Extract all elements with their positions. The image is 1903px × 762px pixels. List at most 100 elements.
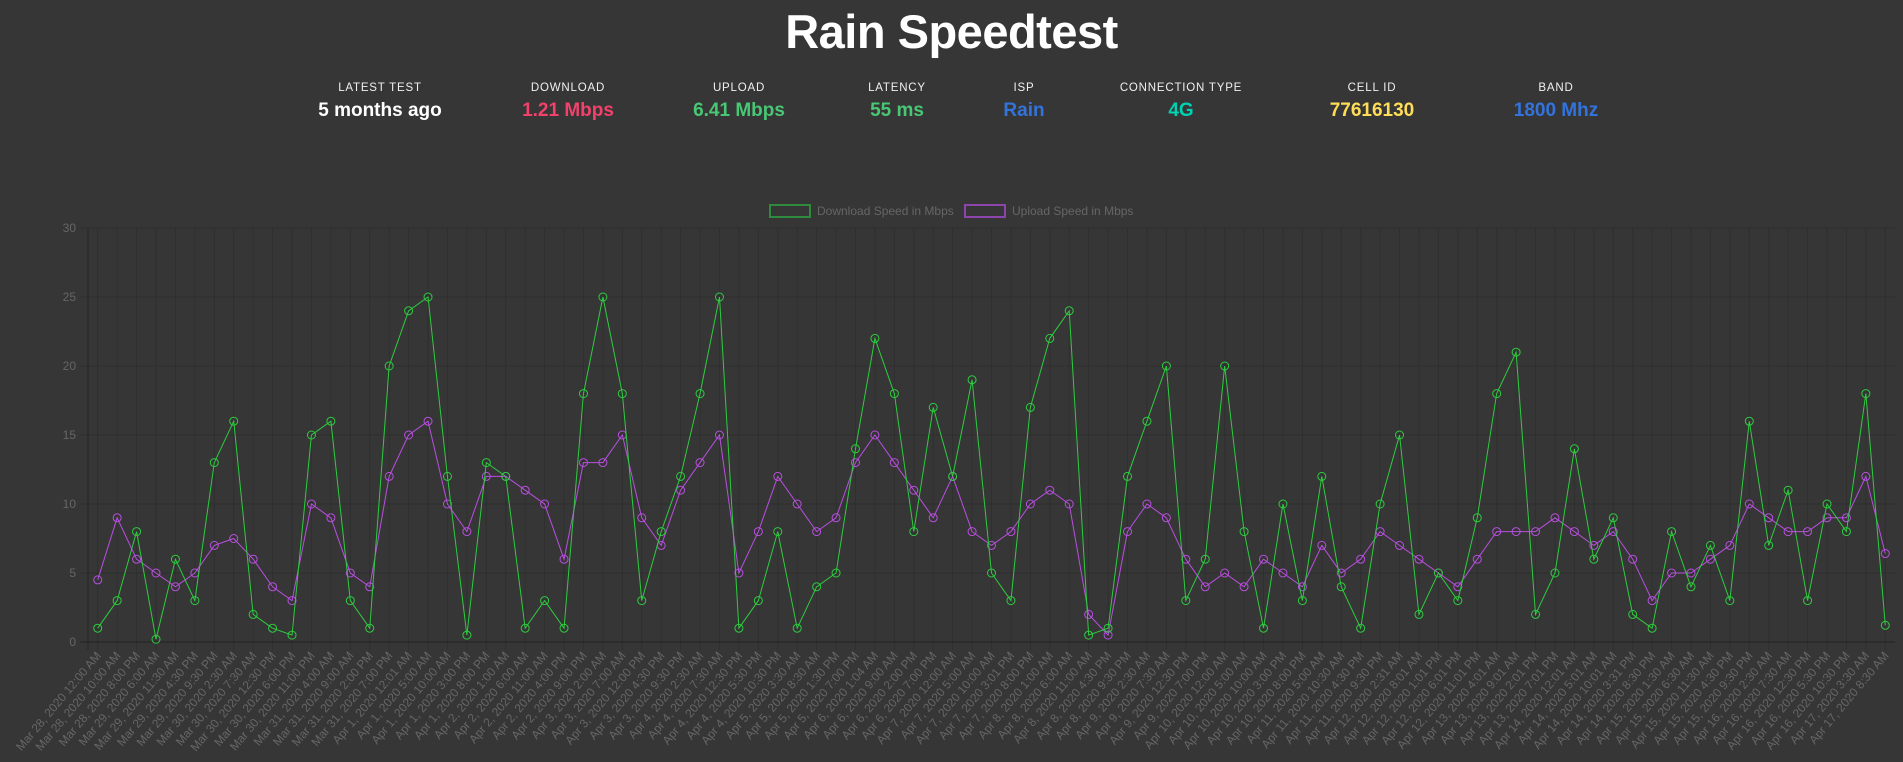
data-point	[1472, 513, 1482, 523]
data-point	[1123, 471, 1133, 481]
data-point	[773, 527, 783, 537]
data-point	[132, 527, 142, 537]
data-point	[1142, 416, 1152, 426]
data-point	[695, 389, 705, 399]
data-point	[831, 513, 841, 523]
data-point	[967, 375, 977, 385]
data-point	[1317, 540, 1327, 550]
legend-item: Upload Speed in Mbps	[964, 204, 1133, 218]
data-point	[617, 389, 627, 399]
data-point	[1822, 499, 1832, 509]
y-tick-label: 15	[63, 428, 77, 442]
data-point	[1511, 347, 1521, 357]
data-point	[714, 292, 724, 302]
data-point	[753, 596, 763, 606]
data-point	[1744, 416, 1754, 426]
data-point	[268, 623, 278, 633]
data-point	[1705, 540, 1715, 550]
data-point	[1569, 527, 1579, 537]
data-point	[1200, 554, 1210, 564]
data-point	[1297, 582, 1307, 592]
data-point	[1550, 513, 1560, 523]
data-point	[326, 513, 336, 523]
data-point	[287, 596, 297, 606]
stat-label: Latency	[868, 82, 926, 94]
data-point	[714, 430, 724, 440]
data-point	[598, 458, 608, 468]
data-point	[384, 361, 394, 371]
data-point	[889, 458, 899, 468]
data-point	[831, 568, 841, 578]
data-point	[248, 609, 258, 619]
data-point	[229, 534, 239, 543]
data-point	[345, 568, 355, 578]
stat-upload: Upload 6.41 Mbps	[639, 82, 839, 122]
data-point	[1725, 596, 1735, 606]
stat-label: Upload	[712, 82, 766, 94]
stat-label: Connection Type	[1119, 82, 1243, 94]
data-point	[404, 306, 414, 316]
data-point	[1453, 582, 1463, 592]
data-point	[1511, 527, 1521, 537]
data-point	[1317, 471, 1327, 481]
data-point	[909, 485, 919, 495]
data-point	[540, 596, 550, 606]
data-point	[1064, 306, 1074, 316]
data-point	[1006, 596, 1016, 606]
data-point	[870, 430, 880, 440]
data-point	[1861, 471, 1871, 481]
data-point	[1220, 568, 1230, 578]
data-point	[209, 458, 219, 468]
data-point	[1686, 582, 1696, 592]
data-point	[190, 596, 200, 606]
data-point	[1161, 513, 1171, 523]
legend-label: Upload Speed in Mbps	[1012, 204, 1133, 218]
data-point	[676, 485, 686, 495]
stat-value: 6.41 Mbps	[693, 100, 785, 121]
y-tick-label: 25	[63, 290, 77, 304]
data-point	[93, 623, 103, 633]
stat-label: Latest Test	[338, 82, 422, 94]
data-point	[1531, 609, 1541, 619]
data-point	[1045, 333, 1055, 343]
y-tick-label: 0	[69, 635, 76, 649]
data-point	[112, 513, 122, 523]
stat-label: ISP	[1013, 82, 1035, 94]
y-tick-label: 5	[69, 566, 76, 580]
stat-value: 77616130	[1329, 100, 1415, 121]
data-point	[365, 623, 375, 633]
stat-label: Band	[1538, 82, 1574, 94]
data-point	[928, 513, 938, 523]
data-point	[637, 596, 647, 606]
stat-cell-id: Cell ID 77616130	[1272, 82, 1472, 122]
data-point	[1103, 623, 1113, 633]
data-point	[1414, 609, 1424, 619]
stat-value: 5 months ago	[318, 100, 442, 121]
data-point	[151, 634, 161, 644]
data-point	[1841, 527, 1851, 537]
stat-value: 55 ms	[870, 100, 924, 121]
data-point	[987, 540, 996, 550]
data-point	[1084, 609, 1094, 619]
data-point	[306, 430, 316, 440]
data-point	[1686, 568, 1696, 578]
data-point	[1414, 554, 1424, 564]
data-point	[1608, 527, 1618, 537]
data-point	[1025, 402, 1035, 412]
data-point	[1531, 527, 1541, 537]
data-point	[948, 471, 958, 481]
data-point	[1880, 620, 1890, 630]
data-point	[559, 554, 569, 564]
data-point	[229, 416, 239, 426]
stat-value: 4G	[1168, 100, 1194, 121]
data-point	[501, 471, 511, 481]
data-point	[481, 458, 491, 468]
data-point	[1628, 554, 1638, 564]
data-point	[462, 527, 472, 537]
data-point	[1064, 499, 1074, 509]
stat-download: Download 1.21 Mbps	[468, 82, 668, 122]
data-point	[132, 554, 142, 564]
legend: Download Speed in Mbps Upload Speed in Mb…	[769, 204, 1133, 218]
data-point	[1725, 540, 1735, 550]
data-point	[287, 630, 297, 640]
